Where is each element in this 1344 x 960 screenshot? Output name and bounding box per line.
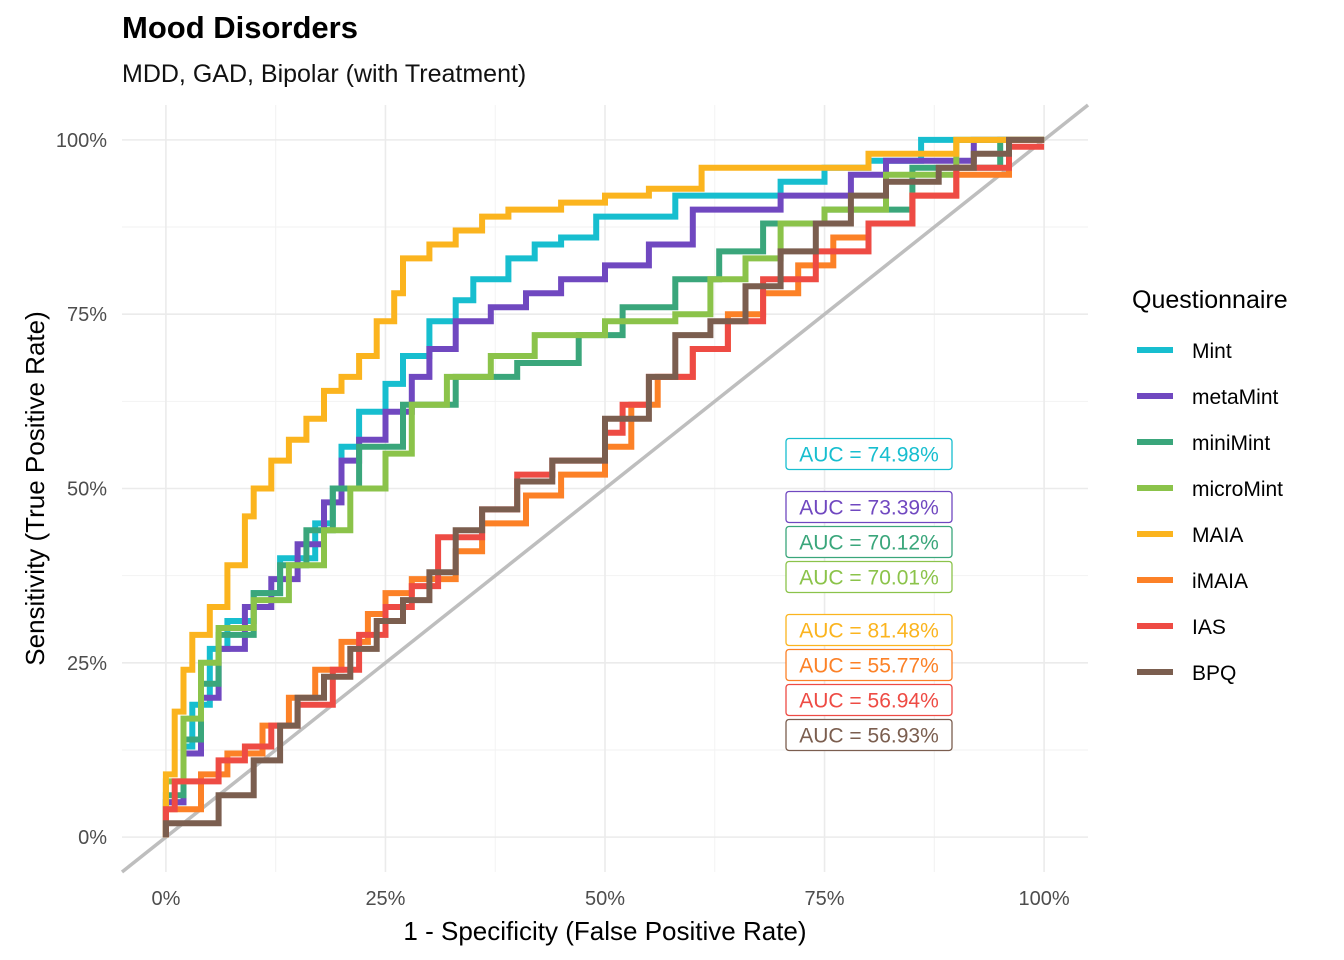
auc-box-mint <box>785 437 953 471</box>
auc-label-mint: AUC = 74.98% <box>799 444 939 467</box>
x-tick-label: 75% <box>805 888 845 910</box>
auc-box-ias <box>785 683 953 717</box>
y-tick-label: 25% <box>67 653 107 675</box>
y-axis-ticks: 0% 25% 50% 75% 100% <box>56 130 107 849</box>
y-tick-label: 75% <box>67 304 107 326</box>
auc-label-micromint: AUC = 70.01% <box>799 567 939 590</box>
y-tick-label: 50% <box>67 479 107 501</box>
series-line-ias <box>162 143 1045 838</box>
legend-label-imaia: iMAIA <box>1192 570 1248 593</box>
y-axis-title: Sensitivity (True Positive Rate) <box>20 311 50 665</box>
legend-label-micromint: microMint <box>1192 478 1283 501</box>
auc-label-ias: AUC = 56.94% <box>799 690 939 713</box>
series-line-bpq <box>162 136 1045 838</box>
series-line-maia <box>162 136 1045 838</box>
auc-label-bpq: AUC = 56.93% <box>799 725 939 748</box>
x-axis-title: 1 - Specificity (False Positive Rate) <box>403 916 806 946</box>
legend-title: Questionnaire <box>1132 286 1288 314</box>
auc-box-bpq <box>785 718 953 752</box>
legend-label-mint: Mint <box>1192 340 1232 363</box>
auc-box-minimint <box>785 525 953 559</box>
series-line-metamint <box>162 136 1045 838</box>
legend-label-minimint: miniMint <box>1192 432 1270 455</box>
chart-title: Mood Disorders <box>122 10 358 45</box>
y-tick-label: 0% <box>78 827 107 849</box>
auc-box-micromint <box>785 560 953 594</box>
auc-box-maia <box>785 613 953 647</box>
auc-box-imaia <box>785 648 953 682</box>
auc-labels: AUC = 74.98% AUC = 73.39% AUC = 70.12% AUC … <box>785 437 953 752</box>
auc-label-maia: AUC = 81.48% <box>799 620 939 643</box>
auc-label-minimint: AUC = 70.12% <box>799 532 939 555</box>
legend: Questionnaire Mint metaMint miniMint microM… <box>1132 286 1288 685</box>
legend-label-metamint: metaMint <box>1192 386 1279 409</box>
x-tick-label: 0% <box>151 888 180 910</box>
legend-label-bpq: BPQ <box>1192 662 1236 685</box>
series-line-imaia <box>162 136 1045 838</box>
auc-label-imaia: AUC = 55.77% <box>799 655 939 678</box>
x-axis-ticks: 0% 25% 50% 75% 100% <box>151 888 1069 910</box>
x-tick-label: 50% <box>585 888 625 910</box>
series-line-micromint <box>162 136 1045 838</box>
auc-label-metamint: AUC = 73.39% <box>799 497 939 520</box>
legend-label-ias: IAS <box>1192 616 1226 639</box>
legend-label-maia: MAIA <box>1192 524 1243 547</box>
series-lines <box>162 136 1045 838</box>
auc-box-metamint <box>785 490 953 524</box>
y-tick-label: 100% <box>56 130 107 152</box>
chart-subtitle: MDD, GAD, Bipolar (with Treatment) <box>122 60 527 88</box>
x-tick-label: 100% <box>1019 888 1070 910</box>
x-tick-label: 25% <box>365 888 405 910</box>
